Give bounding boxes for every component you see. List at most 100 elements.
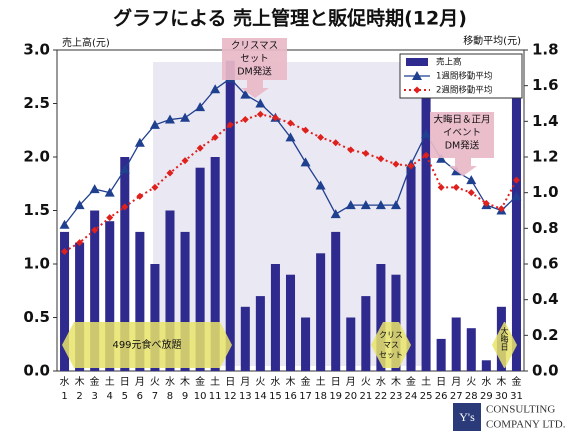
chart-title: グラフによる 売上管理と販促時期(12月) xyxy=(113,7,467,30)
y2-tick-label: 1.8 xyxy=(532,41,559,59)
bar xyxy=(346,317,356,371)
bar xyxy=(466,328,476,371)
x-tick-label: 17 xyxy=(299,391,312,402)
callout-text: DM発送 xyxy=(445,140,480,152)
line-marker xyxy=(271,114,279,122)
line-marker xyxy=(512,176,520,184)
x-weekday-label: 日 xyxy=(225,377,235,388)
y2-tick-label: 0.0 xyxy=(532,362,559,380)
bar xyxy=(376,264,386,371)
x-tick-label: 25 xyxy=(420,391,433,402)
x-weekday-label: 月 xyxy=(135,376,145,388)
line-marker xyxy=(91,226,99,234)
x-tick-label: 4 xyxy=(107,391,113,402)
x-tick-label: 14 xyxy=(254,391,267,402)
callout xyxy=(222,38,287,98)
line-marker xyxy=(421,128,432,138)
bar xyxy=(210,157,220,371)
x-tick-label: 24 xyxy=(405,391,418,402)
line-marker xyxy=(347,146,355,154)
line-marker xyxy=(255,98,266,108)
line-marker xyxy=(136,192,144,200)
y2-tick-label: 1.2 xyxy=(532,148,559,166)
bar xyxy=(240,306,250,371)
y-tick-label: 3.0 xyxy=(23,41,50,59)
x-weekday-label: 月 xyxy=(240,376,250,388)
bar xyxy=(285,274,296,371)
bar xyxy=(195,167,205,371)
line-marker xyxy=(149,119,160,129)
x-tick-label: 29 xyxy=(480,391,493,402)
bar xyxy=(270,264,280,371)
line-marker xyxy=(181,157,189,165)
x-weekday-label: 木 xyxy=(75,376,85,388)
line-marker xyxy=(61,248,69,256)
x-tick-label: 18 xyxy=(314,391,327,402)
x-weekday-label: 火 xyxy=(255,376,265,388)
x-weekday-label: 火 xyxy=(361,376,371,388)
x-tick-label: 11 xyxy=(209,391,222,402)
line-marker xyxy=(360,200,371,210)
bar xyxy=(105,221,115,371)
line-marker xyxy=(164,114,175,124)
x-tick-label: 10 xyxy=(194,391,207,402)
line-marker xyxy=(466,175,477,185)
line-marker xyxy=(467,189,475,197)
y-tick-label: 2.5 xyxy=(23,94,50,112)
x-tick-label: 19 xyxy=(329,391,342,402)
x-weekday-label: 金 xyxy=(301,375,311,388)
line-marker xyxy=(256,110,264,118)
callout-text: セット xyxy=(240,54,269,65)
line-marker xyxy=(511,191,522,201)
legend-marker xyxy=(412,71,422,80)
line-marker xyxy=(166,169,174,177)
x-weekday-label: 金 xyxy=(511,375,521,388)
bar xyxy=(225,60,235,371)
x-tick-label: 31 xyxy=(510,391,523,402)
x-tick-label: 26 xyxy=(435,391,448,402)
y2-tick-label: 0.4 xyxy=(532,290,559,308)
bar xyxy=(255,296,265,371)
x-weekday-label: 水 xyxy=(376,376,386,388)
line-marker xyxy=(287,119,294,127)
line-marker xyxy=(377,155,385,163)
x-weekday-label: 木 xyxy=(180,376,190,388)
x-weekday-label: 木 xyxy=(286,376,296,388)
callout xyxy=(430,112,494,176)
bar xyxy=(150,264,160,371)
y2-tick-label: 0.6 xyxy=(532,255,559,273)
callout-text: クリスマス xyxy=(231,41,278,52)
y-tick-label: 0.0 xyxy=(23,362,50,380)
x-weekday-label: 木 xyxy=(391,376,401,388)
promotion-text: マス xyxy=(383,341,399,350)
promotion-text: セット xyxy=(379,351,403,360)
bar xyxy=(90,210,100,371)
bar xyxy=(331,231,341,371)
promotion-text: 大晦日 xyxy=(500,326,509,352)
bar xyxy=(361,296,371,371)
bar xyxy=(421,92,431,372)
line-marker xyxy=(59,219,70,229)
x-weekday-label: 日 xyxy=(120,377,130,388)
callout-text: 大晦日＆正月 xyxy=(433,114,490,126)
line-marker xyxy=(392,160,400,168)
x-weekday-label: 土 xyxy=(105,375,115,388)
bar xyxy=(316,253,326,371)
logo-mark-bg xyxy=(453,403,481,431)
line-marker xyxy=(330,209,341,219)
y-tick-label: 1.5 xyxy=(23,201,50,219)
x-tick-label: 12 xyxy=(224,391,237,402)
line-marker xyxy=(437,183,445,191)
bar xyxy=(135,231,145,371)
promotion-badge xyxy=(62,322,232,368)
x-tick-label: 30 xyxy=(495,391,508,402)
legend-label: 売上高 xyxy=(436,57,462,68)
x-tick-label: 23 xyxy=(390,391,403,402)
bar xyxy=(436,338,446,371)
line-marker xyxy=(302,126,310,134)
x-weekday-label: 木 xyxy=(496,376,506,388)
line-marker xyxy=(285,132,296,142)
y2-tick-label: 1.4 xyxy=(532,112,559,130)
promotion-text: 499元食べ放題 xyxy=(112,338,181,351)
logo-text: COMPANY LTD. xyxy=(486,419,566,431)
